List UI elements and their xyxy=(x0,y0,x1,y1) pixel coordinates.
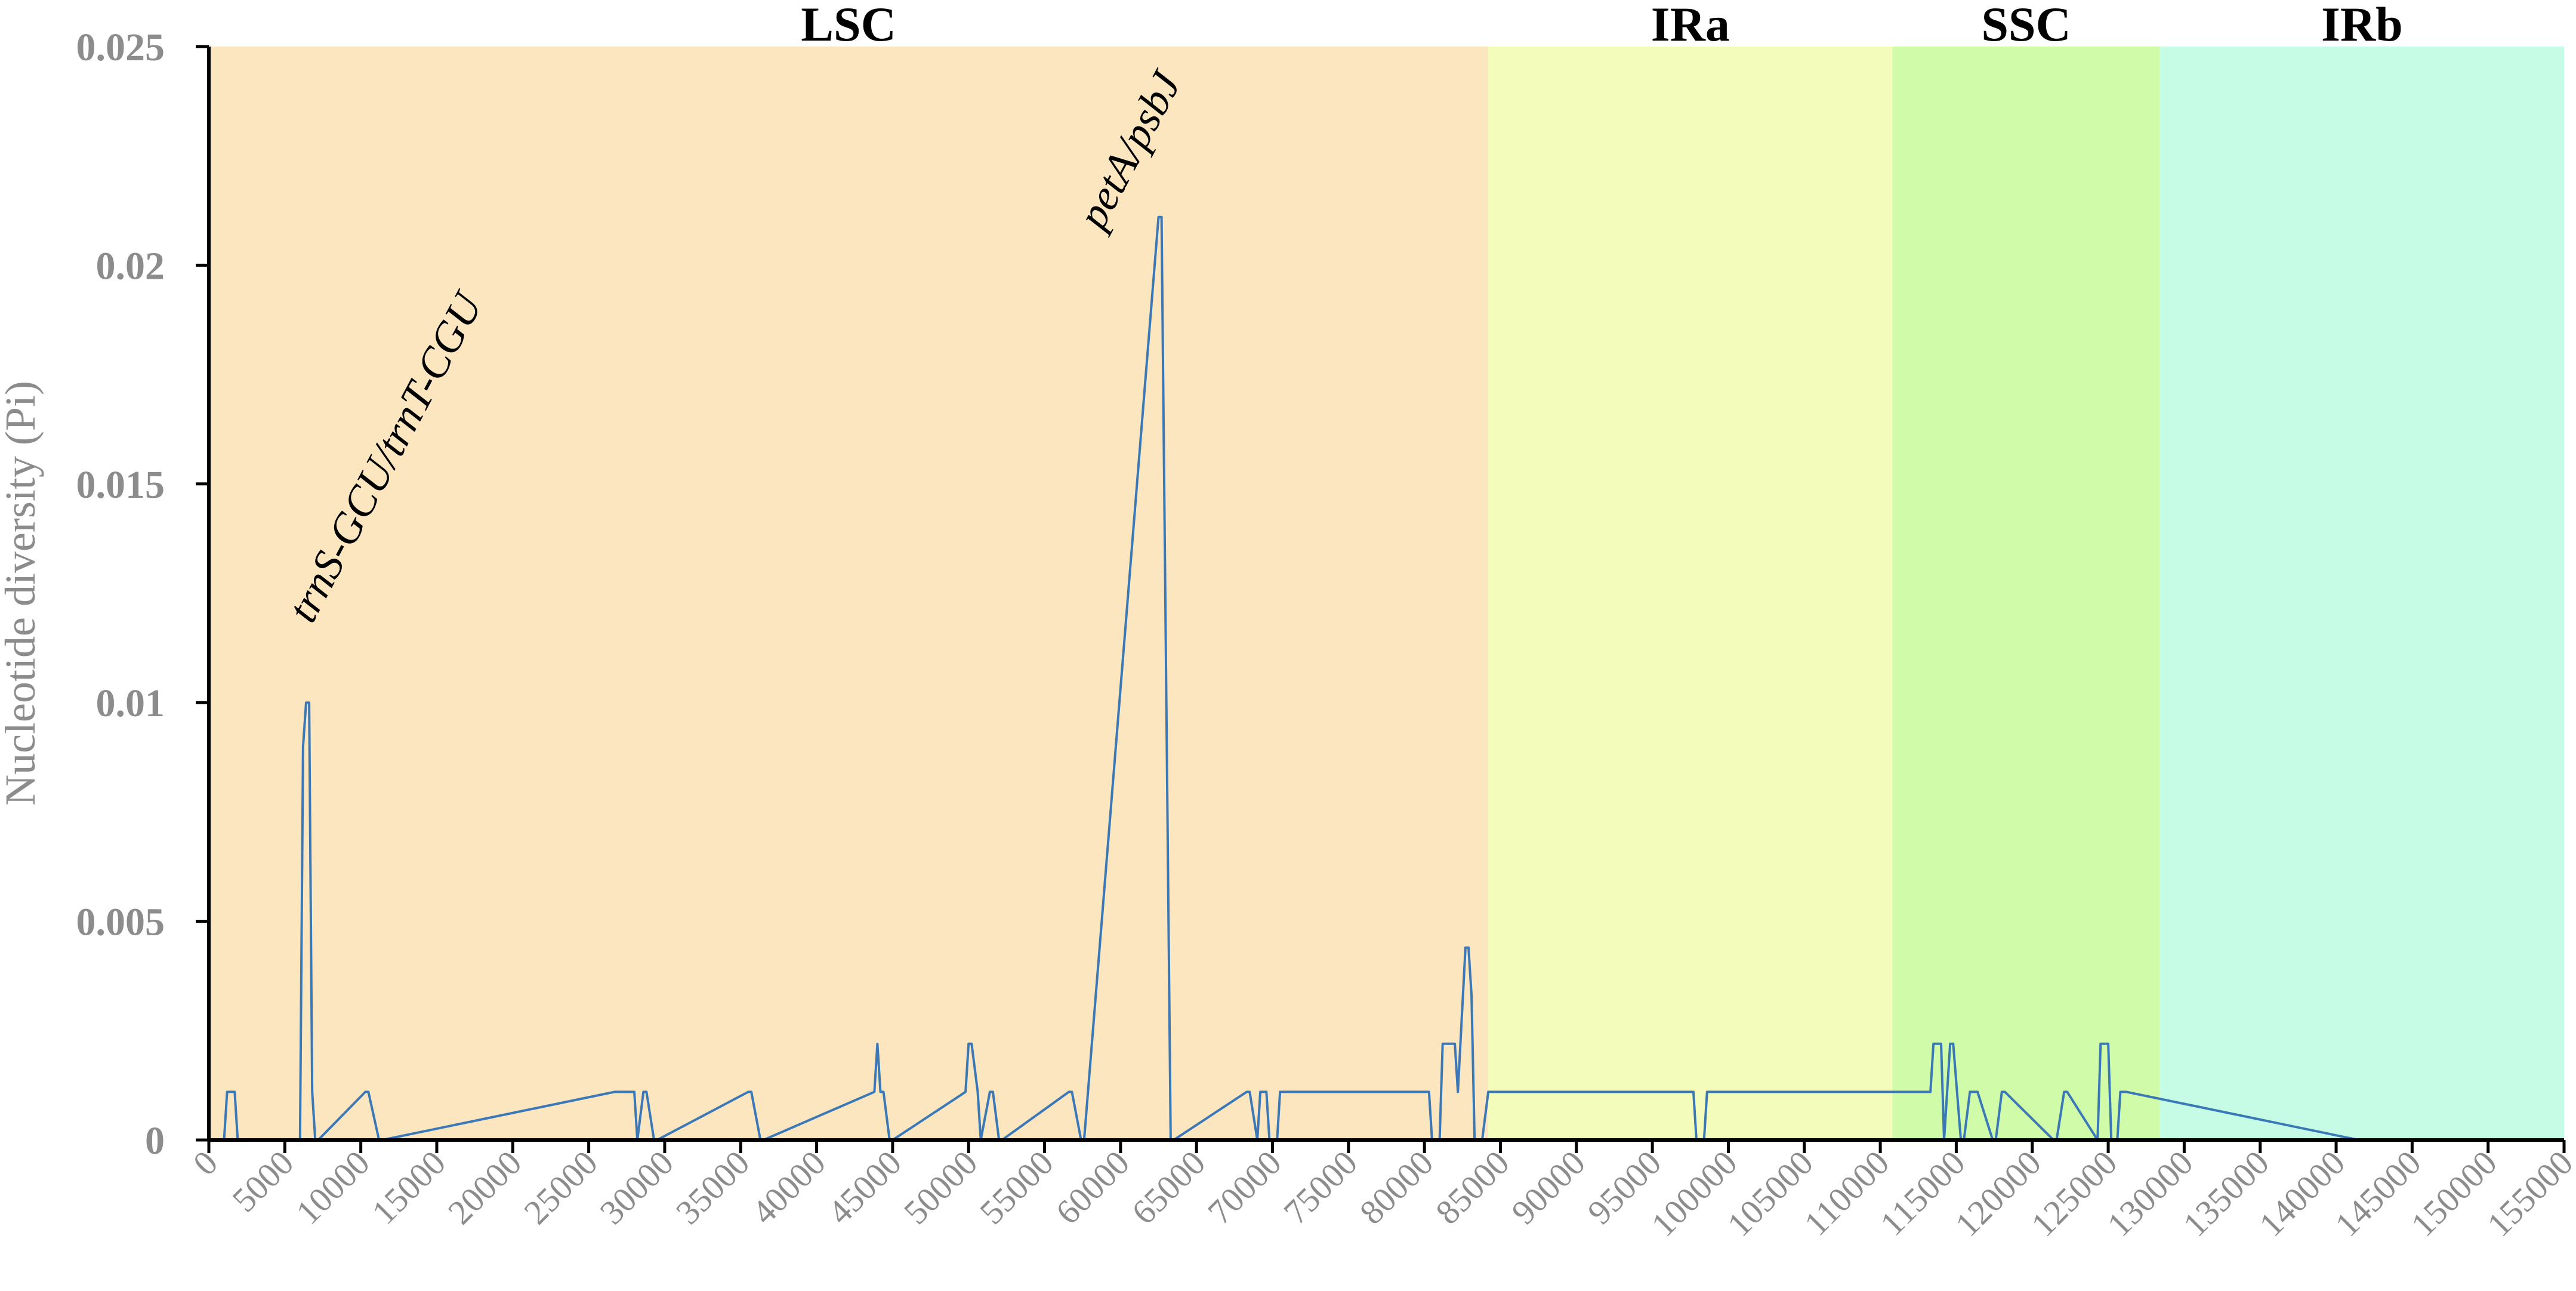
x-tick-label: 75000 xyxy=(1276,1143,1365,1231)
x-tick-label: 65000 xyxy=(1124,1143,1213,1231)
x-tick-label: 25000 xyxy=(516,1143,604,1231)
y-tick-label: 0.005 xyxy=(76,901,165,944)
x-tick-label: 105000 xyxy=(1720,1143,1821,1244)
x-tick-label: 55000 xyxy=(972,1143,1060,1231)
genome-regions xyxy=(209,47,2564,1140)
region-label-ssc: SSC xyxy=(1981,0,2071,51)
x-tick-label: 120000 xyxy=(1948,1143,2049,1244)
x-tick-label: 0 xyxy=(186,1143,225,1182)
y-tick-label: 0 xyxy=(145,1119,165,1163)
region-band-lsc xyxy=(209,47,1489,1140)
x-tick-label: 145000 xyxy=(2328,1143,2429,1244)
x-tick-label: 15000 xyxy=(365,1143,453,1231)
region-band-irb xyxy=(2159,47,2564,1140)
x-tick-label: 155000 xyxy=(2479,1143,2576,1244)
x-tick-label: 40000 xyxy=(744,1143,832,1231)
x-tick-label: 150000 xyxy=(2404,1143,2504,1244)
x-tick-label: 85000 xyxy=(1428,1143,1516,1231)
x-tick-label: 60000 xyxy=(1048,1143,1137,1231)
x-tick-label: 45000 xyxy=(820,1143,909,1231)
x-tick-label: 130000 xyxy=(2100,1143,2201,1244)
x-tick-label: 125000 xyxy=(2023,1143,2124,1244)
x-tick-label: 110000 xyxy=(1797,1143,1896,1243)
y-tick-label: 0.02 xyxy=(96,244,165,288)
tick-marks xyxy=(196,45,2566,1153)
region-band-ira xyxy=(1488,47,1893,1140)
y-tick-label: 0.025 xyxy=(76,26,165,69)
region-label-irb: IRb xyxy=(2321,0,2403,51)
x-tick-label: 135000 xyxy=(2176,1143,2276,1244)
y-tick-label: 0.01 xyxy=(96,682,165,725)
x-tick-label: 30000 xyxy=(593,1143,681,1231)
region-label-lsc: LSC xyxy=(801,0,896,51)
x-tick-label: 90000 xyxy=(1504,1143,1593,1231)
x-tick-label: 5000 xyxy=(225,1143,301,1219)
x-tick-label: 70000 xyxy=(1200,1143,1288,1231)
region-band-ssc xyxy=(1892,47,2160,1140)
x-tick-label: 115000 xyxy=(1872,1143,1972,1243)
x-tick-label: 50000 xyxy=(896,1143,985,1231)
x-tick-label: 140000 xyxy=(2251,1143,2352,1244)
y-tick-label: 0.015 xyxy=(76,463,165,507)
series-line-0 xyxy=(209,215,2564,1141)
region-label-ira: IRa xyxy=(1651,0,1730,51)
series-layer xyxy=(209,215,2564,1141)
x-tick-label: 35000 xyxy=(668,1143,757,1231)
x-tick-labels: 0 500010000150002000025000300003500040000… xyxy=(186,1143,2576,1244)
x-tick-label: 80000 xyxy=(1352,1143,1440,1231)
x-tick-label: 10000 xyxy=(288,1143,377,1231)
axes xyxy=(207,47,2564,1142)
region-labels: LSC IRa SSC IRb xyxy=(801,0,2402,51)
y-tick-labels: 0 0.005 0.01 0.015 0.02 0.025 xyxy=(76,26,165,1163)
x-tick-label: 20000 xyxy=(440,1143,529,1231)
y-axis-label: Nucleotide diversity (Pi) xyxy=(0,381,44,806)
x-tick-label: 100000 xyxy=(1644,1143,1745,1244)
